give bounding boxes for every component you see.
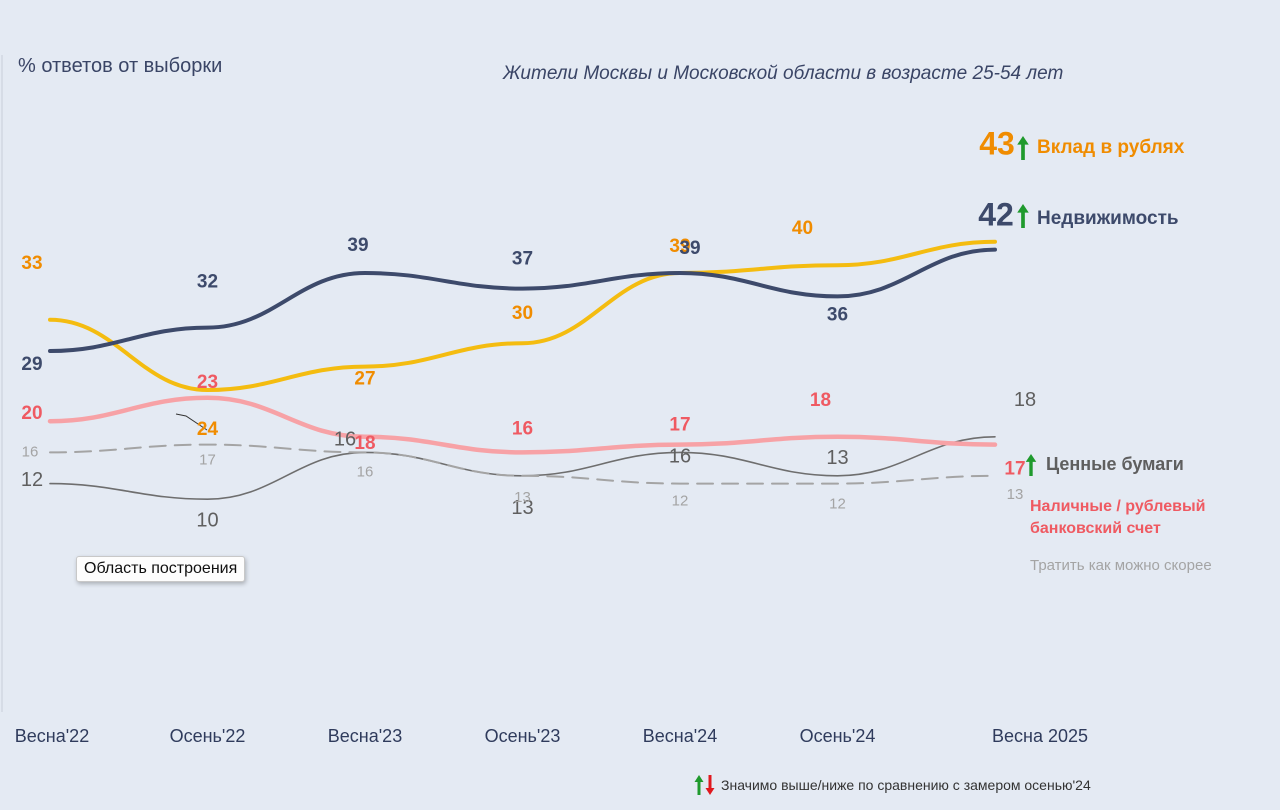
data-label: 39	[669, 236, 690, 257]
legend-label: Наличные / рублевый	[1030, 498, 1205, 515]
plot-area-tooltip: Область построения	[76, 556, 246, 582]
series-line-3	[47, 395, 998, 455]
data-label: 27	[354, 369, 375, 390]
x-tick-label: Осень'23	[485, 726, 561, 746]
trend-up-icon	[1017, 204, 1029, 228]
data-label: 12	[672, 493, 689, 510]
data-label: 16	[357, 463, 374, 480]
x-tick-label: Весна'22	[15, 726, 89, 746]
data-label: 39	[347, 235, 368, 256]
data-label: 13	[511, 497, 533, 519]
data-label: 32	[197, 272, 218, 293]
data-label: 18	[810, 390, 831, 411]
x-tick-label: Осень'22	[170, 726, 246, 746]
legend-label: Вклад в рублях	[1037, 137, 1185, 158]
series-line-1	[48, 247, 997, 353]
legend-label: банковский счет	[1030, 520, 1161, 537]
x-tick-label: Весна'24	[643, 726, 717, 746]
data-label: 30	[512, 303, 533, 324]
data-label: 24	[197, 419, 219, 440]
data-label: 13	[1007, 486, 1024, 503]
data-label: 36	[827, 304, 848, 325]
series-legend: 43 Вклад в рублях 42 Недвижимость Ценные бум…	[978, 125, 1211, 574]
series-lines	[47, 239, 998, 501]
data-label: 17	[199, 452, 216, 469]
significance-footnote: Значимо выше/ниже по сравнению с замером…	[694, 774, 1091, 796]
data-label: 16	[22, 443, 39, 460]
data-label: 13	[514, 489, 531, 506]
data-label: 29	[21, 354, 42, 375]
trend-up-icon	[1017, 136, 1029, 160]
x-tick-label: Весна'23	[328, 726, 402, 746]
data-label: 10	[196, 509, 218, 531]
series-line-4	[49, 443, 996, 485]
data-label: 13	[826, 447, 848, 469]
series-line-0	[48, 239, 997, 393]
end-value-label: 42	[978, 196, 1014, 232]
tooltip-leader	[175, 413, 208, 431]
data-labels: 33 24 27 30 39 40 29 32 39 37 39 36 12 10 16 13 16 13 18 20…	[21, 218, 1036, 531]
data-label: 33	[21, 253, 42, 274]
legend-label: Ценные бумаги	[1046, 454, 1184, 474]
data-label: 18	[354, 433, 375, 454]
data-label: 39	[679, 238, 700, 259]
data-label: 16	[669, 446, 691, 468]
footnote-text: Значимо выше/ниже по сравнению с замером…	[721, 777, 1091, 793]
data-label: 17	[1004, 459, 1025, 480]
data-label: 23	[197, 372, 218, 393]
y-axis-title: % ответов от выборки	[18, 55, 223, 77]
data-label: 18	[1014, 389, 1036, 411]
data-label: 37	[512, 249, 533, 270]
trend-up-icon	[1025, 454, 1037, 476]
data-label: 16	[334, 429, 356, 451]
x-tick-label: Осень'24	[800, 726, 876, 746]
legend-label: Недвижимость	[1037, 208, 1179, 229]
data-label: 16	[512, 418, 533, 439]
data-label: 12	[21, 469, 43, 491]
x-axis-ticks: Весна'22 Осень'22 Весна'23 Осень'23 Весна'24…	[15, 726, 1088, 746]
end-value-label: 43	[979, 125, 1015, 161]
legend-label: Тратить как можно скорее	[1030, 557, 1212, 574]
chart-subtitle: Жители Москвы и Московской области в воз…	[503, 63, 1064, 84]
data-label: 40	[792, 218, 813, 239]
data-label: 20	[21, 403, 42, 424]
data-label: 17	[669, 415, 690, 436]
significance-arrows-icon	[694, 774, 715, 796]
data-label: 12	[829, 496, 846, 513]
x-tick-label: Весна 2025	[992, 726, 1088, 746]
